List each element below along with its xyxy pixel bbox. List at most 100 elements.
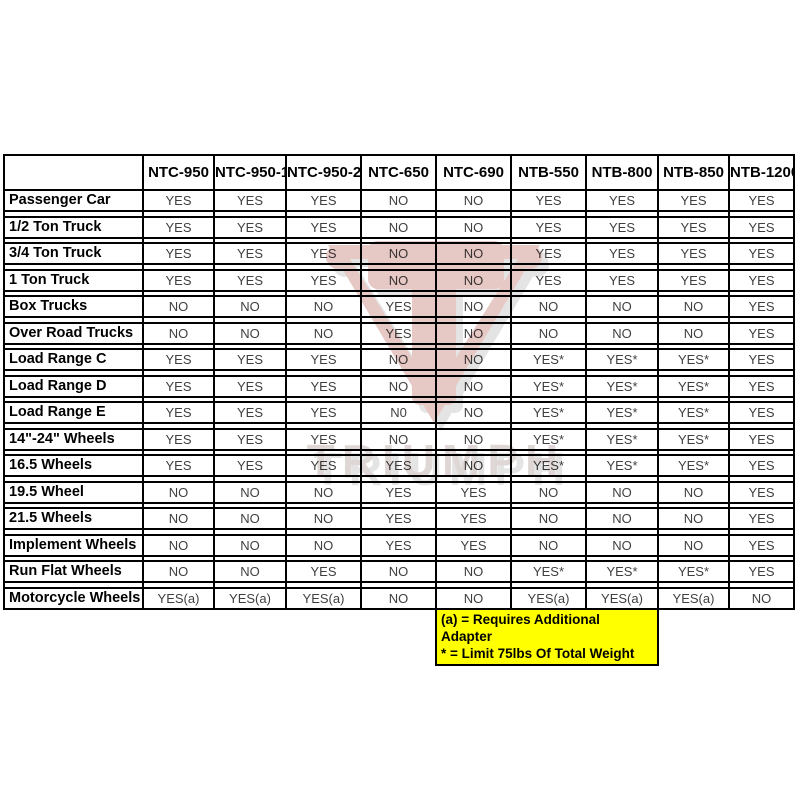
compatibility-cell: NO <box>510 321 587 345</box>
compatibility-cell: NO <box>360 268 437 292</box>
compatibility-cell: NO <box>285 295 362 318</box>
compatibility-cell: YES* <box>510 348 587 371</box>
compatibility-cell: YES <box>728 401 795 424</box>
compatibility-cell: YES <box>142 401 215 424</box>
compatibility-cell: NO <box>585 507 659 530</box>
row-label: 3/4 Ton Truck <box>3 242 144 265</box>
compatibility-cell: YES <box>142 374 215 398</box>
compatibility-cell: NO <box>360 586 437 610</box>
compatibility-cell: YES <box>435 507 512 530</box>
compatibility-cell: NO <box>285 507 362 530</box>
compatibility-cell: YES <box>585 268 659 292</box>
compatibility-cell: YES* <box>657 427 730 451</box>
compatibility-cell: NO <box>435 268 512 292</box>
compatibility-cell: YES* <box>510 401 587 424</box>
row-label: Load Range E <box>3 401 144 424</box>
compatibility-cell: YES <box>510 215 587 239</box>
compatibility-cell: NO <box>213 321 287 345</box>
compatibility-cell: YES* <box>585 401 659 424</box>
compatibility-cell: NO <box>435 454 512 477</box>
table-row: Over Road Trucks NO NO NO YES NO NO NO NO YES <box>3 321 795 345</box>
compatibility-cell: YES* <box>657 374 730 398</box>
compatibility-cell: YES <box>657 215 730 239</box>
compatibility-cell: YES <box>142 215 215 239</box>
compatibility-cell: YES <box>657 189 730 212</box>
compatibility-cell: YES <box>360 533 437 557</box>
compatibility-cell: NO <box>360 374 437 398</box>
compatibility-cell: YES* <box>585 374 659 398</box>
compatibility-cell: YES <box>213 215 287 239</box>
compatibility-cell: NO <box>142 507 215 530</box>
compatibility-cell: YES <box>142 242 215 265</box>
compatibility-cell: YES <box>728 268 795 292</box>
compatibility-cell: YES <box>142 348 215 371</box>
compatibility-cell: YES <box>213 268 287 292</box>
compatibility-cell: NO <box>213 533 287 557</box>
compatibility-cell: YES <box>285 242 362 265</box>
compatibility-cell: YES <box>585 215 659 239</box>
row-label: Over Road Trucks <box>3 321 144 345</box>
footnote-line-weight: * = Limit 75lbs Of Total Weight <box>441 645 635 661</box>
footnote-line-adapter: (a) = Requires Additional Adapter <box>441 611 600 644</box>
compatibility-cell: NO <box>657 533 730 557</box>
compatibility-cell: YES <box>728 242 795 265</box>
compatibility-cell: NO <box>285 480 362 504</box>
compatibility-cell: NO <box>657 480 730 504</box>
compatibility-cell: YES* <box>510 560 587 583</box>
compatibility-cell: NO <box>585 295 659 318</box>
column-header-ntb-1200: NTB-1200 <box>728 154 795 191</box>
compatibility-cell: YES <box>728 480 795 504</box>
compatibility-cell: YES <box>728 374 795 398</box>
table-row: Run Flat Wheels NO NO YES NO NO YES* YES* YES* YE… <box>3 560 795 583</box>
compatibility-cell: NO <box>510 507 587 530</box>
table-row: 19.5 Wheel NO NO NO YES YES NO NO NO YES <box>3 480 795 504</box>
header-row: NTC-950 NTC-950-1 NTC-950-2 NTC-650 NTC-690 N… <box>3 154 795 191</box>
compatibility-cell: YES* <box>510 374 587 398</box>
compatibility-cell: NO <box>360 560 437 583</box>
compatibility-cell: NO <box>435 374 512 398</box>
table-row: 16.5 Wheels YES YES YES YES NO YES* YES* YES* YES <box>3 454 795 477</box>
column-header-ntc-690: NTC-690 <box>435 154 512 191</box>
compatibility-cell: NO <box>435 560 512 583</box>
compatibility-cell: NO <box>213 480 287 504</box>
compatibility-cell: NO <box>657 507 730 530</box>
compatibility-cell: YES <box>728 189 795 212</box>
footnote-box: (a) = Requires Additional Adapter * = Li… <box>435 607 659 666</box>
compatibility-cell: NO <box>142 560 215 583</box>
row-label: Motorcycle Wheels <box>3 586 144 610</box>
column-header-ntc-650: NTC-650 <box>360 154 437 191</box>
compatibility-cell: YES <box>728 295 795 318</box>
table-row: 1 Ton Truck YES YES YES NO NO YES YES YES YES <box>3 268 795 292</box>
compatibility-cell: YES <box>728 321 795 345</box>
compatibility-cell: YES <box>285 374 362 398</box>
compatibility-cell: YES <box>510 189 587 212</box>
table-row: Box Trucks NO NO NO YES NO NO NO NO YES <box>3 295 795 318</box>
compatibility-cell: NO <box>435 295 512 318</box>
row-label: 1/2 Ton Truck <box>3 215 144 239</box>
compatibility-cell: NO <box>213 560 287 583</box>
compatibility-cell: YES <box>213 374 287 398</box>
compatibility-cell: YES(a) <box>510 586 587 610</box>
compatibility-cell: NO <box>585 321 659 345</box>
compatibility-cell: YES <box>728 454 795 477</box>
corner-cell-blank <box>3 154 144 191</box>
compatibility-cell: NO <box>657 321 730 345</box>
compatibility-cell: NO <box>435 586 512 610</box>
compatibility-cell: NO <box>435 242 512 265</box>
compatibility-cell: NO <box>585 533 659 557</box>
column-header-ntc-950: NTC-950 <box>142 154 215 191</box>
compatibility-cell: YES <box>728 427 795 451</box>
compatibility-cell: YES <box>360 507 437 530</box>
compatibility-cell: NO <box>285 533 362 557</box>
compatibility-cell: YES <box>435 480 512 504</box>
compatibility-cell: NO <box>510 480 587 504</box>
compatibility-cell: YES(a) <box>585 586 659 610</box>
compatibility-cell: NO <box>360 427 437 451</box>
compatibility-cell: NO <box>285 321 362 345</box>
compatibility-cell: NO <box>435 348 512 371</box>
compatibility-cell: YES <box>213 427 287 451</box>
table-row: Load Range E YES YES YES N0 NO YES* YES* YES* YES <box>3 401 795 424</box>
compatibility-cell: NO <box>435 321 512 345</box>
compatibility-cell: YES <box>213 454 287 477</box>
row-label: Run Flat Wheels <box>3 560 144 583</box>
